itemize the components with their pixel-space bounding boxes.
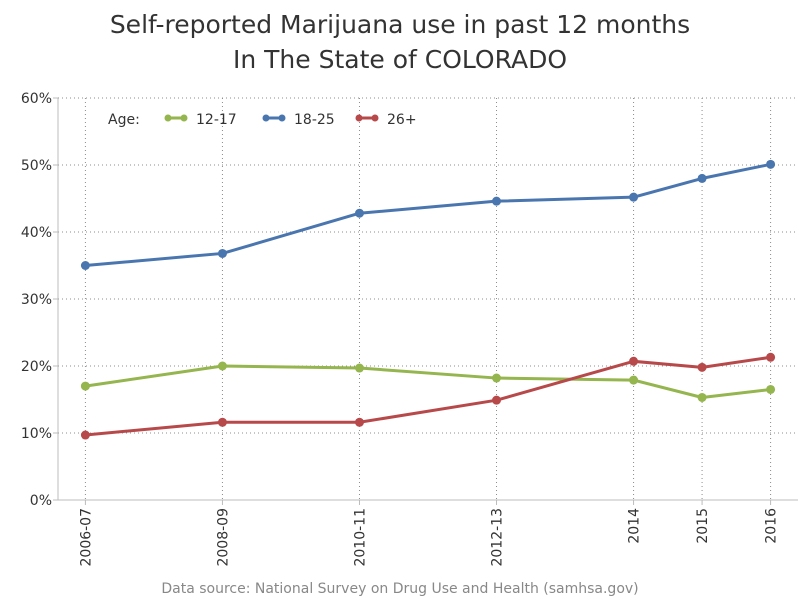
series-layer [80,159,776,440]
series-line [85,355,771,437]
data-point [492,395,502,405]
data-point [217,248,227,258]
legend-swatch-point [371,114,379,122]
grid [58,97,798,500]
series-26+ [80,352,776,440]
series-line [85,364,771,399]
y-tick-label: 20% [21,359,52,375]
data-point [697,173,707,183]
legend-swatch-point [180,114,188,122]
axes: 0% 10% 20% 30% 40% 50% 60% 2006-07 2008-09 2010-1… [21,91,798,567]
y-tick-label: 60% [21,91,52,107]
data-point [354,208,364,218]
data-point [217,361,227,371]
chart-subtitle: In The State of COLORADO [233,45,567,74]
data-point [80,261,90,270]
data-point [80,381,90,391]
data-source-note: Data source: National Survey on Drug Use… [161,581,638,597]
data-point [629,356,639,366]
chart-title: Self-reported Marijuana use in past 12 m… [110,10,690,39]
y-tick-label: 10% [21,426,52,442]
x-tick-label: 2010-11 [352,508,368,567]
x-tick-label: 2008-09 [215,508,231,567]
data-point [80,430,90,440]
y-tick-label: 50% [21,158,52,174]
data-point [629,375,639,385]
data-point [629,192,639,202]
legend-label: 12-17 [196,112,237,128]
legend-swatch-point [164,114,172,122]
data-point [354,417,364,427]
data-point [766,352,776,362]
data-point [766,159,776,169]
legend-swatch-point [355,114,363,122]
data-point [766,384,776,394]
data-point [697,392,707,402]
x-tick-label: 2015 [695,508,711,544]
data-point [217,417,227,427]
y-tick-label: 0% [30,493,52,509]
series-12-17 [80,361,776,402]
data-point [492,373,502,383]
y-tick-label: 30% [21,292,52,308]
y-tick-label: 40% [21,225,52,241]
x-tick-label: 2006-07 [78,508,94,567]
series-line [85,162,771,267]
legend-swatch-point [278,114,286,122]
x-tick-label: 2012-13 [490,508,506,566]
x-tick-label: 2014 [627,508,643,544]
data-point [354,363,364,373]
legend-label: 18-25 [294,112,335,128]
legend-swatch-point [262,114,270,122]
data-point [697,362,707,372]
data-point [492,196,502,206]
legend: Age: 12-17 18-25 26+ [108,112,417,128]
legend-title: Age: [108,112,140,128]
series-18-25 [80,159,776,270]
x-tick-label: 2016 [764,508,780,544]
legend-label: 26+ [387,112,417,128]
